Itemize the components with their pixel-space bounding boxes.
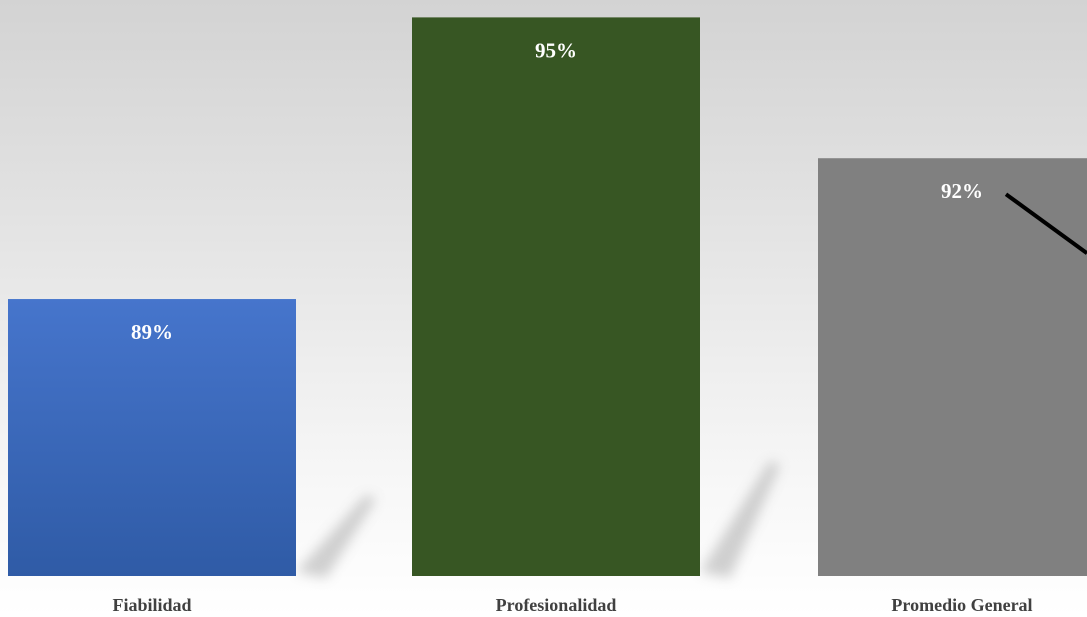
bar-profesionalidad — [412, 17, 700, 577]
category-label-profesionalidad: Profesionalidad — [496, 595, 617, 615]
category-label-fiabilidad: Fiabilidad — [112, 595, 191, 615]
category-label-promedio-general: Promedio General — [891, 595, 1032, 615]
data-label-promedio-general: 92% — [941, 179, 983, 203]
data-label-fiabilidad: 89% — [131, 320, 173, 344]
category-axis-labels: Fiabilidad Profesionalidad Promedio Genera… — [112, 595, 1032, 615]
bar-shadows — [296, 460, 780, 578]
bar-fiabilidad — [8, 299, 296, 576]
bar-promedio-general — [818, 158, 1087, 576]
trend-line-segment — [1004, 192, 1087, 255]
bars — [8, 17, 1087, 577]
data-label-profesionalidad: 95% — [535, 38, 577, 62]
bar-shadow-profesionalidad — [700, 460, 780, 578]
bar-shadow-fiabilidad — [296, 494, 376, 578]
data-labels: 89% 95% 92% — [131, 38, 1087, 344]
